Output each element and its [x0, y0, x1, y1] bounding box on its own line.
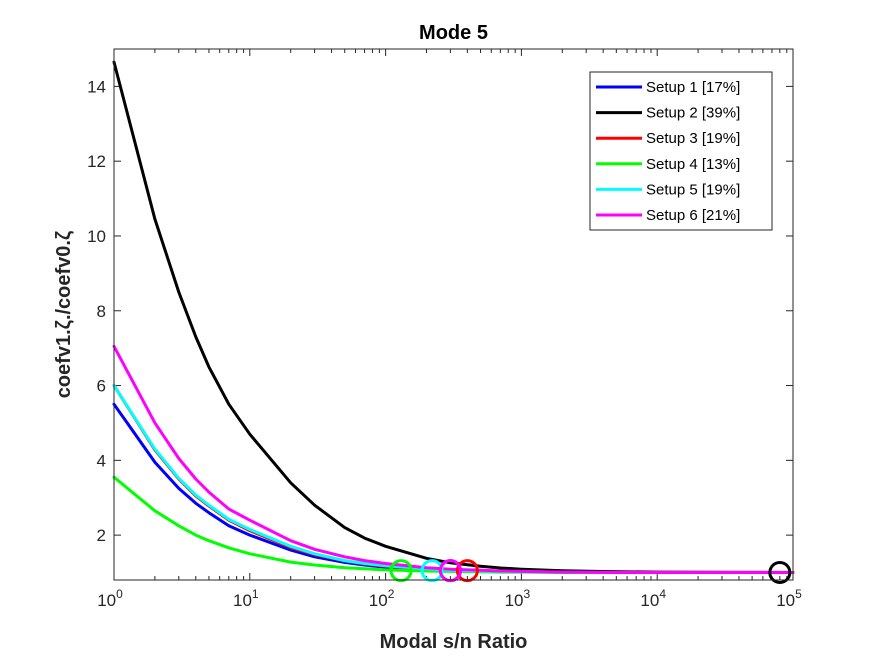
x-tick-label-base: 10 — [369, 591, 388, 610]
x-tick-label-exponent: 0 — [116, 587, 123, 601]
x-tick-label: 100 — [97, 587, 123, 610]
x-tick-label-base: 10 — [233, 591, 252, 610]
legend-label: Setup 4 [13%] — [646, 156, 740, 173]
series-line — [112, 60, 795, 574]
x-tick-label: 102 — [369, 587, 395, 610]
x-tick-label-exponent: 5 — [795, 587, 802, 601]
y-tick-label: 8 — [97, 302, 106, 321]
series-marker — [455, 559, 479, 583]
x-tick-label-exponent: 3 — [524, 587, 531, 601]
series-line — [112, 344, 795, 574]
x-tick-label: 105 — [776, 587, 802, 610]
series-marker — [420, 559, 444, 583]
y-axis-label: coefv1.ζ./coefv0.ζ — [53, 231, 75, 398]
legend-label: Setup 3 [19%] — [646, 130, 740, 147]
series-marker — [389, 559, 413, 583]
legend-label: Setup 6 [21%] — [646, 207, 740, 224]
series-marker — [768, 561, 792, 585]
x-tick-label: 104 — [640, 587, 666, 610]
legend: Setup 1 [17%] Setup 2 [39%] Setup 3 [19%] S… — [589, 71, 773, 231]
axes-frame — [113, 48, 794, 581]
y-tick-label: 6 — [97, 377, 106, 396]
y-tick-label: 4 — [97, 451, 106, 470]
x-tick-label-base: 10 — [776, 591, 795, 610]
series-markers — [389, 559, 792, 585]
x-tick-label-base: 10 — [97, 591, 116, 610]
x-tick-label: 101 — [233, 587, 259, 610]
x-tick-label: 103 — [505, 587, 531, 610]
x-tick-label-exponent: 4 — [659, 587, 666, 601]
legend-label: Setup 5 [19%] — [646, 181, 740, 198]
x-tick-label-base: 10 — [640, 591, 659, 610]
y-tick-label: 14 — [87, 77, 106, 96]
y-tick-label: 2 — [97, 526, 106, 545]
y-tick-label: 12 — [87, 152, 106, 171]
x-tick-label-exponent: 2 — [388, 587, 395, 601]
chart-title: Mode 5 — [419, 22, 488, 44]
x-tick-label-base: 10 — [505, 591, 524, 610]
legend-label: Setup 1 [17%] — [646, 79, 740, 96]
series-lines — [112, 60, 795, 574]
y-tick-label: 10 — [87, 227, 106, 246]
legend-box — [589, 71, 773, 231]
legend-label: Setup 2 [39%] — [646, 105, 740, 122]
x-axis-label: Modal s/n Ratio — [380, 631, 528, 653]
x-tick-label-exponent: 1 — [252, 587, 259, 601]
series-marker — [438, 559, 462, 583]
